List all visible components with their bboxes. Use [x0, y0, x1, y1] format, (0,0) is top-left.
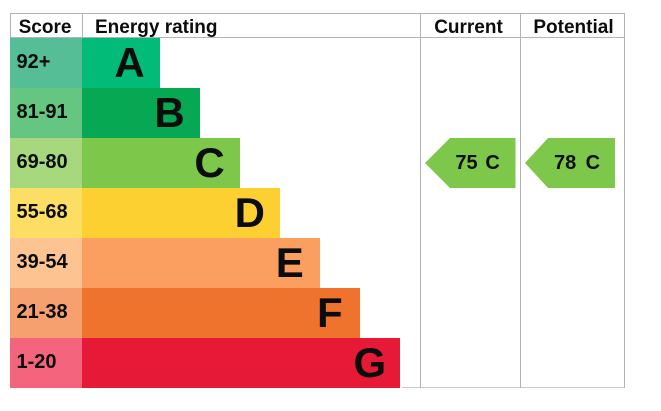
svg-text:C: C [194, 139, 224, 186]
svg-text:C: C [485, 152, 499, 174]
svg-text:78: 78 [554, 152, 576, 174]
svg-text:1-20: 1-20 [17, 351, 57, 373]
svg-text:Potential: Potential [533, 17, 613, 38]
svg-text:F: F [317, 289, 343, 336]
svg-text:B: B [154, 89, 184, 136]
svg-text:G: G [353, 339, 386, 386]
svg-text:92+: 92+ [17, 51, 51, 73]
svg-text:21-38: 21-38 [17, 301, 68, 323]
svg-text:C: C [586, 152, 600, 174]
svg-text:A: A [114, 39, 144, 86]
svg-text:Current: Current [434, 17, 503, 38]
svg-text:69-80: 69-80 [17, 151, 68, 173]
svg-text:55-68: 55-68 [17, 201, 68, 223]
svg-text:Score: Score [19, 17, 72, 38]
svg-text:E: E [276, 239, 304, 286]
svg-text:39-54: 39-54 [17, 251, 69, 273]
svg-text:D: D [235, 189, 265, 236]
svg-text:75: 75 [455, 152, 477, 174]
svg-text:81-91: 81-91 [17, 101, 68, 123]
svg-text:Energy rating: Energy rating [95, 17, 217, 38]
